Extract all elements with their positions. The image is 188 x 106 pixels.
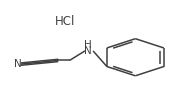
Text: HCl: HCl (55, 15, 75, 28)
Text: H: H (84, 40, 92, 50)
Text: N: N (84, 46, 92, 56)
Text: N: N (14, 59, 22, 69)
